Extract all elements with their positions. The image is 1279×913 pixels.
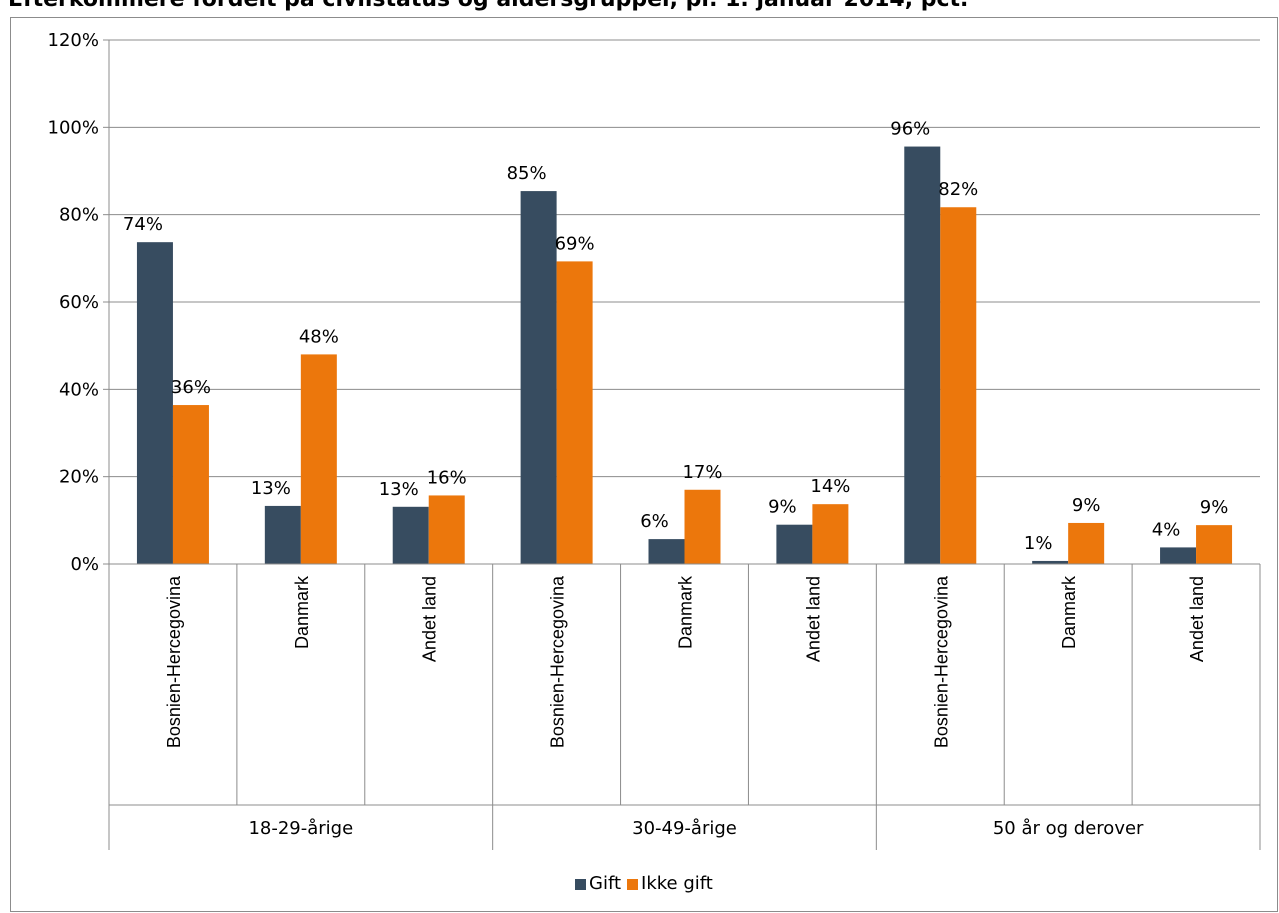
bar-ikke-gift (428, 495, 465, 564)
data-label-gift: 4% (1152, 519, 1181, 540)
group-label: 50 år og derover (993, 818, 1144, 839)
data-label-ikke-gift: 14% (810, 476, 850, 497)
data-label-ikke-gift: 9% (1200, 497, 1229, 518)
bar-gift (1160, 547, 1197, 564)
y-tick-label: 40% (59, 379, 99, 400)
bar-gift (648, 539, 685, 564)
bar-ikke-gift (1068, 522, 1105, 564)
chart-frame (10, 17, 1278, 912)
axes: 0% 20% 40% 60% 80% 100% 120% Bosnien-Hercegovin… (48, 30, 1261, 850)
bar-gift (776, 524, 813, 564)
group-label: 30-49-årige (632, 818, 737, 839)
data-label-gift: 1% (1024, 533, 1053, 554)
category-label: Andet land (803, 576, 823, 662)
category-label: Bosnien-Hercegovina (931, 575, 951, 748)
category-label: Andet land (1187, 576, 1207, 662)
y-tick-label: 80% (59, 205, 99, 226)
data-label-ikke-gift: 69% (555, 233, 595, 254)
y-tick-label: 60% (59, 292, 99, 313)
category-label: Danmark (676, 575, 696, 649)
data-label-gift: 96% (890, 119, 930, 140)
bar-gift (392, 506, 429, 564)
legend-item-gift: Gift (575, 872, 621, 896)
y-tick-label: 100% (48, 117, 99, 138)
group-label: 18-29-årige (248, 818, 353, 839)
bar-gift (904, 146, 941, 564)
bar-ikke-gift (940, 207, 977, 564)
y-tick-label: 120% (48, 30, 99, 51)
legend: Gift Ikke gift (575, 872, 719, 896)
category-label: Danmark (292, 575, 312, 649)
bars (136, 146, 1233, 564)
data-label-gift: 85% (507, 163, 547, 184)
bar-ikke-gift (812, 504, 849, 564)
legend-label-gift: Gift (589, 873, 622, 894)
data-label-gift: 9% (768, 497, 797, 518)
data-label-gift: 13% (379, 479, 419, 500)
data-label-ikke-gift: 16% (427, 467, 467, 488)
legend-swatch-ikke-gift (627, 878, 639, 890)
y-tick-label: 20% (59, 467, 99, 488)
bar-ikke-gift (172, 405, 209, 564)
legend-label-ikke-gift: Ikke gift (641, 873, 713, 894)
bar-gift (1032, 560, 1069, 564)
data-label-ikke-gift: 9% (1072, 495, 1101, 516)
data-labels: 74% 13% 13% 85% 6% 9% 96% 1% 4% 36% 48% 16% 69% 17% 14… (123, 119, 1228, 554)
bar-ikke-gift (684, 489, 721, 564)
category-label: Andet land (420, 576, 440, 662)
data-label-gift: 13% (251, 478, 291, 499)
bar-gift (520, 191, 557, 564)
bar-ikke-gift (1196, 525, 1233, 564)
data-label-gift: 6% (640, 511, 669, 532)
legend-swatch-gift (575, 878, 586, 890)
data-label-gift: 74% (123, 214, 163, 235)
bar-ikke-gift (300, 354, 337, 564)
category-label: Bosnien-Hercegovina (548, 575, 568, 748)
y-tick-label: 0% (70, 554, 99, 575)
bar-gift (136, 242, 173, 564)
category-label: Danmark (1059, 575, 1079, 649)
data-label-ikke-gift: 17% (682, 462, 722, 483)
data-label-ikke-gift: 36% (171, 377, 211, 398)
data-label-ikke-gift: 48% (299, 326, 339, 347)
legend-item-ikke-gift: Ikke gift (627, 872, 713, 896)
bar-ikke-gift (556, 261, 593, 564)
data-label-ikke-gift: 82% (938, 179, 978, 200)
bar-gift (264, 505, 301, 564)
chart-title: Efterkommere fordelt på civilstatus og a… (8, 0, 1273, 14)
category-label: Bosnien-Hercegovina (164, 575, 184, 748)
